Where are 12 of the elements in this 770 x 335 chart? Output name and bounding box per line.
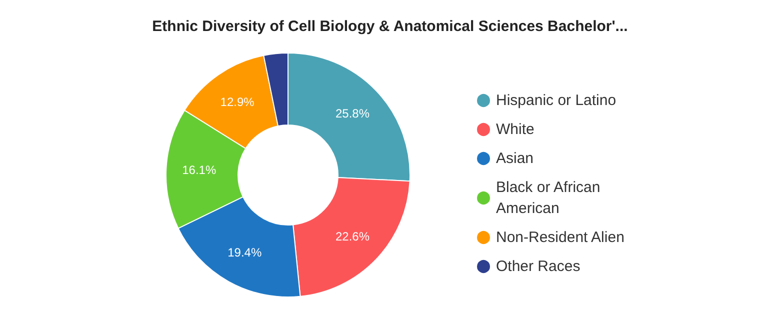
data-label: 12.9% <box>220 94 255 109</box>
data-label: 25.8% <box>335 106 370 121</box>
data-label: 22.6% <box>335 229 370 244</box>
legend-label: Non-Resident Alien <box>496 229 624 246</box>
legend-label: Asian <box>496 150 534 167</box>
chart-title: Ethnic Diversity of Cell Biology & Anatomical Sciences Bachelor'... <box>152 18 628 35</box>
legend-label: Other Races <box>496 258 580 275</box>
data-label: 16.1% <box>182 163 216 178</box>
data-label: 19.4% <box>228 246 262 260</box>
legend-label: White <box>496 121 534 138</box>
legend-label: Black or African American <box>496 179 604 217</box>
legend-label: Hispanic or Latino <box>496 92 616 109</box>
